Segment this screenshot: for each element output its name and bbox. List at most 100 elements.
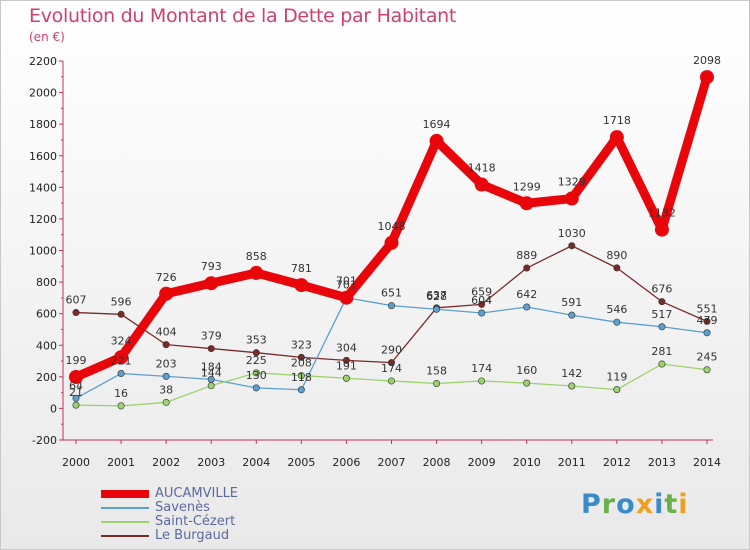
data-label: 546 (606, 303, 627, 316)
data-label: 208 (291, 357, 312, 370)
data-label: 1299 (513, 180, 541, 193)
data-label: 1718 (603, 114, 631, 127)
data-point (159, 286, 174, 301)
y-tick-label: 1600 (29, 150, 57, 163)
legend-swatch (101, 507, 149, 509)
data-point (297, 372, 305, 380)
x-tick-label: 2010 (513, 456, 541, 469)
data-point (72, 401, 80, 409)
data-point (387, 302, 395, 310)
y-tick-label: 400 (36, 339, 57, 352)
data-label: 64 (69, 379, 83, 392)
data-point (523, 264, 531, 272)
data-label: 726 (156, 271, 177, 284)
data-point (384, 235, 399, 250)
data-point (249, 265, 264, 280)
data-point (342, 374, 350, 382)
data-point (339, 290, 354, 305)
data-point (297, 353, 305, 361)
data-label: 174 (471, 362, 492, 375)
data-label: 889 (516, 249, 537, 262)
data-label: 21 (69, 386, 83, 399)
data-point (69, 369, 83, 384)
data-label: 16 (114, 387, 128, 400)
data-label: 781 (291, 262, 312, 275)
data-point (114, 350, 129, 365)
data-label: 290 (381, 344, 402, 357)
x-tick-label: 2011 (558, 456, 586, 469)
data-label: 142 (561, 367, 582, 380)
legend-label: Saint-Cézert (155, 514, 236, 529)
data-point (387, 377, 395, 385)
data-point (703, 366, 711, 374)
legend-swatch (101, 521, 149, 523)
y-tick-label: 2200 (29, 55, 57, 68)
chart-title: Evolution du Montant de la Dette par Hab… (29, 5, 457, 27)
data-point (252, 349, 260, 357)
data-label: 1048 (378, 220, 406, 233)
data-point (474, 177, 489, 192)
data-point (613, 386, 621, 394)
data-point (658, 360, 666, 368)
proxiti-logo: Proxiti (581, 489, 689, 520)
y-tick-label: -200 (32, 434, 57, 447)
data-point (700, 70, 714, 85)
data-point (342, 356, 350, 364)
data-point (72, 394, 80, 402)
data-label: 1030 (558, 227, 586, 240)
legend-label: AUCAMVILLE (155, 486, 239, 501)
x-tick-label: 2001 (107, 456, 135, 469)
data-point (568, 242, 576, 250)
data-label: 324 (111, 334, 132, 347)
data-point (387, 359, 395, 367)
data-point (478, 377, 486, 385)
data-point (252, 384, 260, 392)
data-label: 858 (246, 250, 267, 263)
x-tick-label: 2009 (468, 456, 496, 469)
data-label: 304 (336, 341, 357, 354)
data-point (117, 310, 125, 318)
data-label: 607 (66, 294, 87, 307)
legend-swatch (101, 490, 149, 498)
data-label: 184 (201, 360, 222, 373)
data-label: 158 (426, 364, 447, 377)
data-point (519, 196, 534, 211)
data-label: 701 (336, 279, 357, 292)
data-label: 676 (651, 283, 672, 296)
data-label: 144 (201, 367, 222, 380)
data-label: 1694 (423, 118, 451, 131)
data-label: 174 (381, 362, 402, 375)
x-tick-label: 2004 (242, 456, 270, 469)
data-label: 479 (697, 314, 718, 327)
data-point (207, 382, 215, 390)
data-point (658, 323, 666, 331)
data-label: 591 (561, 296, 582, 309)
y-tick-label: 800 (36, 276, 57, 289)
y-tick-label: 600 (36, 308, 57, 321)
data-label: 517 (651, 308, 672, 321)
data-label: 118 (291, 371, 312, 384)
data-point (162, 398, 170, 406)
x-tick-label: 2012 (603, 456, 631, 469)
data-label: 1329 (558, 176, 586, 189)
data-point (162, 341, 170, 349)
data-label: 890 (606, 249, 627, 262)
data-label: 651 (381, 287, 402, 300)
data-labels: 607 596 404 379 353 323 304 290 637 659 889 1030 890… (66, 54, 722, 400)
data-label: 551 (697, 302, 718, 315)
legend-swatch (101, 535, 149, 537)
chart-unit: (en €) (29, 30, 65, 44)
data-point (564, 191, 579, 206)
data-point (478, 309, 486, 317)
data-label: 160 (516, 364, 537, 377)
data-point (703, 317, 711, 325)
data-point (297, 386, 305, 394)
data-label: 701 (336, 275, 357, 288)
x-tick-label: 2005 (287, 456, 315, 469)
x-tick-label: 2008 (423, 456, 451, 469)
data-label: 793 (201, 260, 222, 273)
y-tick-label: 200 (36, 371, 57, 384)
data-point (703, 329, 711, 337)
y-tick-label: 2000 (29, 87, 57, 100)
